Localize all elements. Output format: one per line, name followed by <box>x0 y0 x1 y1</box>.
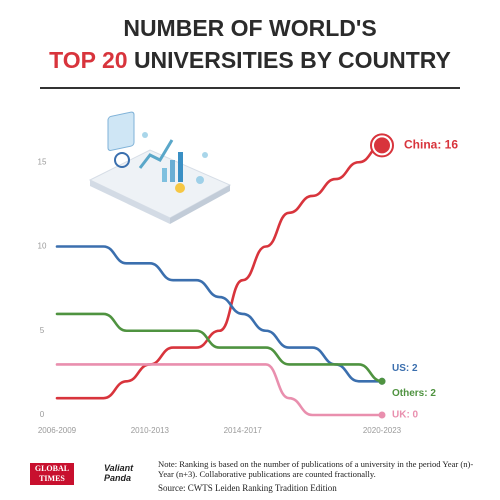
y-tick-label: 0 <box>40 410 45 419</box>
y-tick-label: 10 <box>38 242 47 251</box>
y-tick-label: 15 <box>38 157 47 166</box>
series-line <box>55 312 384 383</box>
y-tick-label: 5 <box>40 326 45 335</box>
series-line <box>55 144 384 400</box>
end-label: UK: 0 <box>392 410 419 421</box>
logo-valiant-panda: Valiant Panda <box>104 463 134 483</box>
end-label: China: 16 <box>404 138 458 152</box>
title-line1: NUMBER OF WORLD'S <box>123 15 376 41</box>
x-tick-label: 2014-2017 <box>224 426 263 435</box>
title-line2: TOP 20 UNIVERSITIES BY COUNTRY <box>49 47 451 73</box>
end-label: US: 2 <box>392 363 418 374</box>
end-marker <box>378 411 386 419</box>
end-marker <box>378 377 386 385</box>
source: Source: CWTS Leiden Ranking Tradition Ed… <box>158 483 337 493</box>
x-tick-label: 2006-2009 <box>38 426 77 435</box>
series-line <box>55 245 384 383</box>
end-label: Others: 2 <box>392 388 436 399</box>
title-highlight: TOP 20 <box>49 47 127 73</box>
end-flag <box>374 137 390 154</box>
x-tick-label: 2020-2023 <box>363 426 402 435</box>
x-tick-label: 2010-2013 <box>131 426 170 435</box>
title-rest: UNIVERSITIES BY COUNTRY <box>134 47 451 73</box>
illustration <box>88 111 232 224</box>
series-line <box>55 363 384 417</box>
logo-global-times: GLOBAL TIMES <box>30 463 74 485</box>
note: Note: Ranking is based on the number of … <box>158 459 474 479</box>
